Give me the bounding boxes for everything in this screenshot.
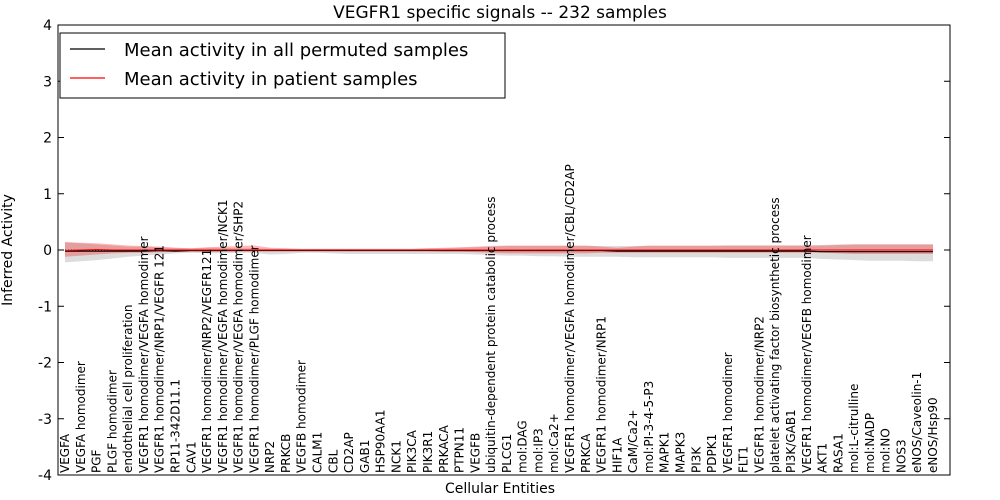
x-category-label: mol:NADP bbox=[863, 413, 877, 473]
x-category-label: VEGFR1 homodimer/VEGFA homodimer/NCK1 bbox=[216, 199, 230, 473]
series-lines bbox=[64, 248, 933, 253]
x-axis-category-labels: VEGFA VEGFA homodimer PGF PLGF homodimer end… bbox=[58, 164, 940, 473]
x-category-label: PI3K bbox=[689, 446, 703, 473]
x-category-label: CD2AP bbox=[342, 432, 356, 473]
x-category-label: VEGFA homodimer bbox=[74, 361, 88, 473]
x-category-label: VEGFR1 homodimer/VEGFA homodimer/SHP2 bbox=[232, 201, 246, 473]
x-category-label: PLCG1 bbox=[500, 434, 514, 473]
y-axis-ticks: -4 -3 -2 -1 0 1 2 3 4 bbox=[38, 18, 950, 484]
band-series-0 bbox=[65, 242, 933, 263]
x-category-label: PDPK1 bbox=[705, 434, 719, 473]
x-category-label: VEGFB bbox=[468, 433, 482, 473]
y-tick-label: 3 bbox=[43, 74, 52, 90]
x-category-label: HIF1A bbox=[610, 437, 624, 473]
x-category-label: CaM/Ca2+ bbox=[626, 409, 640, 473]
x-category-label: FLT1 bbox=[737, 446, 751, 473]
x-category-label: AKT1 bbox=[816, 443, 830, 473]
legend-label-patient: Mean activity in patient samples bbox=[124, 69, 418, 90]
x-category-label: HSP90AA1 bbox=[374, 409, 388, 473]
x-category-label: PI3K/GAB1 bbox=[784, 409, 798, 473]
x-category-label: PRKACA bbox=[437, 424, 451, 473]
y-tick-label: 4 bbox=[43, 18, 52, 34]
series-line-1 bbox=[64, 248, 933, 252]
y-tick-label: -3 bbox=[38, 412, 52, 428]
x-category-label: MAPK1 bbox=[658, 432, 672, 473]
x-category-label: PLGF homodimer bbox=[105, 370, 119, 473]
x-category-label: endothelial cell proliferation bbox=[121, 305, 135, 473]
x-category-label: RP11-342D11.1 bbox=[168, 379, 182, 473]
x-category-label: VEGFR1 homodimer/VEGFB homodimer bbox=[800, 235, 814, 473]
band-series-1 bbox=[65, 242, 933, 257]
x-category-label: RASA1 bbox=[831, 433, 845, 473]
x-category-label: ubiquitin-dependent protein catabolic pr… bbox=[484, 197, 498, 473]
x-category-label: VEGFR1 homodimer bbox=[721, 352, 735, 473]
y-tick-label: -1 bbox=[38, 299, 52, 315]
x-category-label: mol:DAG bbox=[516, 420, 530, 473]
y-tick-label: 1 bbox=[43, 187, 52, 203]
x-category-label: PGF bbox=[90, 449, 104, 473]
x-category-label: mol:NO bbox=[879, 428, 893, 473]
confidence-bands bbox=[65, 242, 933, 263]
x-category-label: PTPN11 bbox=[453, 427, 467, 473]
x-category-label: VEGFR1 homodimer/NRP2/VEGFR121 bbox=[200, 249, 214, 473]
y-axis-label: Inferred Activity bbox=[0, 194, 16, 306]
y-tick-label: 0 bbox=[43, 243, 52, 259]
x-category-label: PIK3R1 bbox=[421, 431, 435, 473]
x-category-label: eNOS/Hsp90 bbox=[926, 397, 940, 473]
y-tick-label: 2 bbox=[43, 131, 52, 147]
x-axis-label: Cellular Entities bbox=[445, 481, 555, 497]
y-tick-label: -4 bbox=[38, 468, 52, 484]
x-category-label: CBL bbox=[326, 449, 340, 473]
x-category-label: VEGFB homodimer bbox=[295, 360, 309, 473]
legend-label-permuted: Mean activity in all permuted samples bbox=[124, 40, 468, 61]
x-category-label: CAV1 bbox=[184, 441, 198, 473]
x-category-label: VEGFR1 homodimer/VEGFA homodimer/CBL/CD2… bbox=[563, 164, 577, 473]
x-category-label: NCK1 bbox=[389, 440, 403, 473]
legend-box bbox=[59, 32, 506, 99]
x-category-label: CALM1 bbox=[311, 432, 325, 473]
series-line-0 bbox=[65, 249, 933, 253]
x-category-label: PRKCB bbox=[279, 434, 293, 473]
x-category-label: mol:L-citrulline bbox=[847, 384, 861, 473]
x-category-label: mol:IP3 bbox=[531, 428, 545, 473]
x-category-label: eNOS/Caveolin-1 bbox=[910, 372, 924, 473]
x-category-label: VEGFR1 homodimer/VEGFA homodimer bbox=[137, 236, 151, 473]
x-category-label: mol:PI-3-4-5-P3 bbox=[642, 381, 656, 473]
x-category-label: GAB1 bbox=[358, 440, 372, 473]
x-category-label: VEGFA bbox=[58, 433, 72, 473]
x-category-label: NRP2 bbox=[263, 441, 277, 473]
x-category-label: platelet activating factor biosynthetic … bbox=[768, 197, 782, 473]
x-category-label: MAPK3 bbox=[673, 432, 687, 473]
x-category-label: VEGFR1 homodimer/NRP1/VEGFR 121 bbox=[153, 245, 167, 473]
x-category-label: NOS3 bbox=[894, 439, 908, 473]
x-category-label: VEGFR1 homodimer/NRP1 bbox=[595, 316, 609, 473]
x-category-label: VEGFR1 homodimer/PLGF homodimer bbox=[247, 245, 261, 473]
chart-title: VEGFR1 specific signals -- 232 samples bbox=[333, 3, 667, 23]
x-category-label: mol:Ca2+ bbox=[547, 413, 561, 473]
x-category-label: PRKCA bbox=[579, 433, 593, 473]
x-category-label: VEGFR1 homodimer/NRP2 bbox=[752, 316, 766, 473]
y-tick-label: -2 bbox=[38, 356, 52, 372]
legend: Mean activity in all permuted samples Me… bbox=[59, 32, 506, 99]
x-category-label: PIK3CA bbox=[405, 429, 419, 473]
